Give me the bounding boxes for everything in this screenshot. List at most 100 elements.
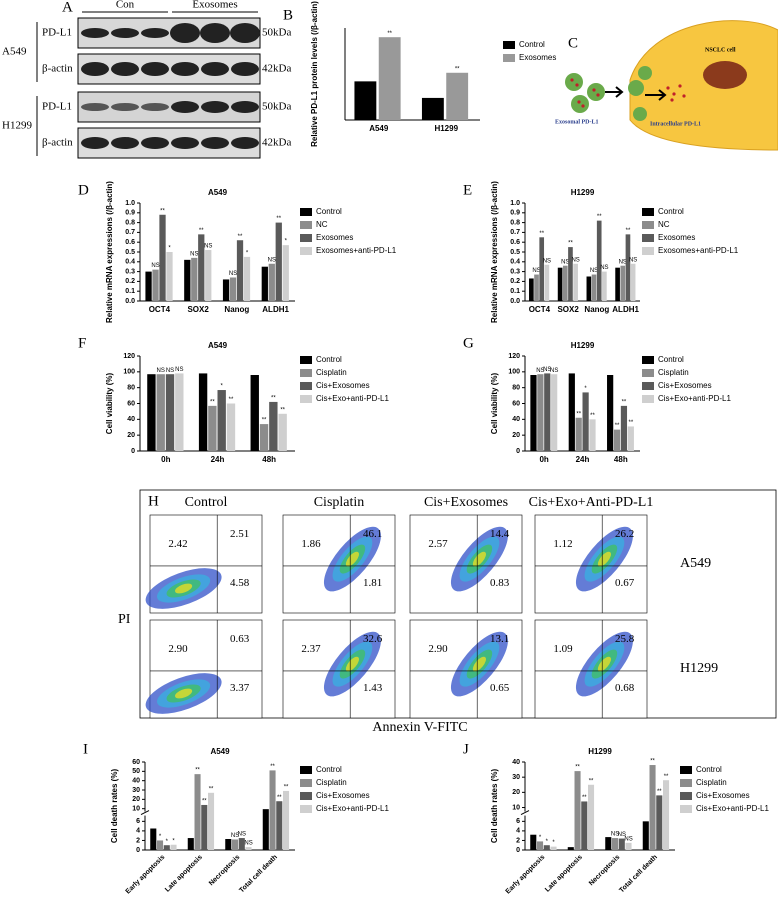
- legend-swatch: [680, 779, 692, 787]
- bar: [276, 801, 283, 850]
- bar: [539, 237, 545, 301]
- bar: [530, 834, 537, 850]
- y-tick-label: 1.0: [125, 200, 135, 207]
- bar: [568, 247, 573, 301]
- bar: [642, 821, 649, 850]
- y-tick-label: 0.2: [125, 278, 135, 285]
- bar: [282, 245, 289, 301]
- panel-letter: I: [83, 741, 88, 757]
- quadrant-value: 2.90: [428, 643, 448, 655]
- y-tick-label: 0.5: [510, 249, 520, 256]
- plot-box: [149, 619, 263, 719]
- bar: [663, 780, 670, 850]
- density-cloud: [345, 551, 359, 567]
- legend-swatch: [300, 766, 312, 774]
- y-tick-label: 1.0: [510, 200, 520, 207]
- significance: NS: [629, 257, 637, 263]
- bar: [529, 278, 534, 301]
- bar: [575, 417, 582, 451]
- legend-label: Exosomes+anti-PD-L1: [658, 246, 739, 255]
- significance: *: [159, 834, 162, 840]
- group-label: Con: [116, 0, 135, 11]
- significance: NS: [600, 265, 608, 271]
- size-label: 50kDa: [262, 27, 291, 39]
- bar: [602, 271, 607, 301]
- significance: *: [552, 840, 555, 846]
- legend-label: Cis+Exosomes: [696, 791, 750, 800]
- column-label: Control: [185, 495, 228, 510]
- panel-letter: A: [62, 0, 73, 15]
- bar: [625, 842, 632, 850]
- legend-label: Cis+Exo+anti-PD-L1: [316, 394, 389, 403]
- y-tick-label: 0.2: [510, 278, 520, 285]
- y-tick-label: 0.6: [510, 239, 520, 246]
- row-label: A549: [680, 556, 711, 571]
- bar: [530, 375, 537, 451]
- legend-label: Control: [316, 355, 342, 364]
- bar: [225, 839, 232, 850]
- y-tick-label: 0: [136, 847, 140, 854]
- bar: [543, 845, 550, 850]
- y-tick-label: 10: [512, 804, 520, 811]
- bar: [269, 770, 276, 850]
- significance: **: [455, 66, 460, 72]
- cell-label: A549: [2, 46, 27, 58]
- bar: [208, 405, 217, 451]
- y-tick-label: 0.6: [125, 239, 135, 246]
- significance: **: [622, 399, 627, 405]
- legend-swatch: [642, 369, 654, 377]
- size-label: 42kDa: [262, 63, 291, 75]
- y-tick-label: 40: [132, 778, 140, 785]
- legend-label: Cis+Exosomes: [658, 381, 712, 390]
- significance: NS: [238, 832, 246, 838]
- significance: NS: [151, 263, 159, 269]
- legend-swatch: [642, 234, 654, 242]
- significance: *: [546, 839, 549, 845]
- bar: [588, 784, 595, 850]
- density-cloud: [345, 656, 359, 672]
- x-tick-label: SOX2: [187, 305, 209, 314]
- chart-title: H1299: [571, 341, 595, 350]
- density-cloud: [175, 583, 193, 594]
- x-tick-label: 24h: [211, 455, 225, 464]
- chart-title: H1299: [588, 747, 612, 756]
- significance: **: [597, 214, 602, 220]
- significance: *: [246, 250, 249, 256]
- x-tick-label: 0h: [161, 455, 170, 464]
- panel-letter: G: [463, 335, 474, 351]
- x-tick-label: Late apoptosis: [164, 854, 204, 894]
- legend-swatch: [642, 356, 654, 364]
- bar: [194, 774, 201, 850]
- significance: **: [199, 228, 204, 234]
- y-tick-label: 30: [512, 774, 520, 781]
- bar: [275, 222, 282, 301]
- significance: NS: [166, 368, 174, 374]
- quadrant-value: 1.12: [553, 538, 572, 550]
- significance: **: [590, 413, 595, 419]
- significance: NS: [229, 271, 237, 277]
- significance: **: [277, 795, 282, 801]
- y-tick-label: 0.8: [125, 219, 135, 226]
- quadrant-value: 1.86: [301, 538, 321, 550]
- bar: [620, 265, 626, 301]
- significance: NS: [268, 257, 276, 263]
- bar: [222, 279, 230, 301]
- y-tick-label: 6: [516, 818, 520, 825]
- legend-swatch: [300, 369, 312, 377]
- legend-label: Control: [316, 207, 342, 216]
- bar: [159, 214, 166, 301]
- significance: NS: [611, 832, 619, 838]
- x-tick-label: Necroptosis: [588, 854, 622, 888]
- quadrant-value: 32.6: [363, 633, 383, 645]
- x-tick-label: OCT4: [149, 305, 171, 314]
- legend-label: Exosomes: [658, 233, 695, 242]
- size-label: 50kDa: [262, 101, 291, 113]
- y-axis-label: Cell viability (%): [490, 372, 499, 434]
- significance: **: [626, 228, 631, 234]
- significance: **: [276, 216, 281, 222]
- panel-letter: D: [78, 182, 89, 198]
- y-tick-label: 4: [516, 828, 520, 835]
- bar: [283, 790, 290, 850]
- bar: [236, 240, 244, 301]
- y-tick-label: 80: [127, 385, 135, 392]
